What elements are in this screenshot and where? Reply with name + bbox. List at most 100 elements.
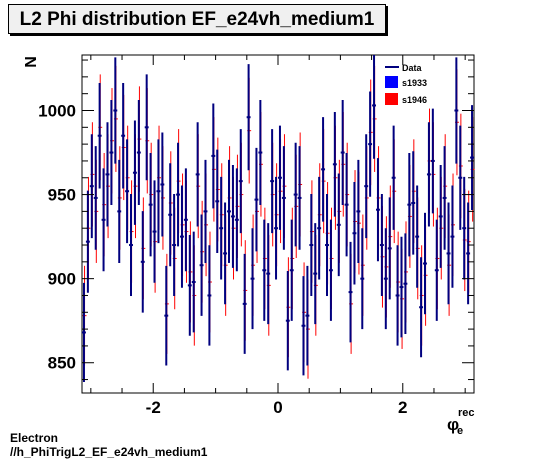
data-point [348, 241, 353, 343]
data-point [372, 55, 376, 159]
data-point [105, 122, 110, 227]
data-point [403, 233, 408, 335]
y-tick-label: 1000 [38, 101, 76, 120]
data-point [258, 100, 263, 206]
data-point [356, 159, 361, 263]
data-point [219, 176, 224, 280]
data-point [274, 176, 278, 280]
data-point [376, 158, 380, 262]
data-point [238, 129, 243, 234]
data-point [168, 163, 173, 267]
legend-label: s1933 [402, 78, 427, 88]
data-point [125, 139, 130, 244]
data-point [383, 228, 388, 330]
x-tick-label: -2 [146, 398, 161, 417]
data-point [470, 105, 474, 211]
data-point [254, 147, 259, 252]
data-point [387, 197, 392, 300]
legend-entry: s1946 [385, 93, 427, 105]
data-point [246, 64, 251, 171]
data-point [144, 74, 149, 181]
data-point [191, 231, 196, 333]
data-point [313, 223, 318, 325]
data-point [132, 120, 137, 225]
data-point [360, 228, 365, 330]
data-point [262, 219, 267, 321]
data-point [336, 173, 341, 277]
data-point [234, 168, 239, 272]
data-point [148, 152, 153, 257]
data-point [438, 164, 443, 268]
data-point [242, 253, 247, 354]
data-point [395, 245, 400, 346]
data-point [89, 134, 94, 239]
data-point [415, 185, 420, 288]
data-point [278, 125, 282, 230]
plot-frame [81, 54, 475, 394]
data-point [426, 122, 431, 227]
data-point [411, 151, 416, 255]
y-tick-label: 850 [48, 354, 76, 373]
data-point [325, 194, 329, 297]
data-point [419, 257, 424, 358]
data-point [317, 176, 322, 280]
legend-box-swatch [385, 76, 398, 88]
data-point [176, 142, 180, 247]
data-point [321, 117, 326, 222]
legend-entry: s1933 [385, 76, 427, 88]
data-point [309, 194, 314, 297]
data-point [172, 194, 177, 297]
data-point [199, 214, 204, 316]
data-point [450, 185, 455, 288]
data-point [368, 91, 373, 197]
data-point [82, 282, 86, 383]
data-point [399, 236, 404, 338]
data-point [442, 146, 447, 250]
y-tick-label: 950 [48, 186, 76, 205]
data-point [227, 159, 231, 263]
data-point [223, 202, 228, 305]
data-point [230, 164, 235, 268]
chart-title: L2 Phi distribution EF_e24vh_medium1 [19, 9, 375, 30]
data-point [270, 129, 275, 234]
data-point [454, 57, 459, 164]
legend-box-swatch [385, 93, 398, 105]
data-point [391, 125, 396, 230]
x-axis-label-main: φ [447, 415, 459, 434]
chart-title-box: L2 Phi distribution EF_e24vh_medium1 [8, 4, 386, 34]
footer-line1: Electron [10, 431, 59, 445]
data-point [364, 134, 369, 239]
y-tick-label: 900 [48, 270, 76, 289]
data-point [301, 276, 306, 376]
data-point [379, 194, 384, 297]
data-point [434, 219, 439, 321]
data-point [250, 228, 255, 330]
data-point [101, 168, 106, 272]
legend-label: Data [402, 63, 423, 73]
data-point [266, 223, 271, 325]
data-point [215, 149, 220, 254]
data-point [344, 152, 349, 257]
data-point [203, 159, 208, 263]
data-point [121, 82, 126, 189]
data-point [297, 146, 302, 250]
data-point [352, 182, 357, 285]
data-point [129, 194, 133, 297]
x-axis-label-sub: e [457, 425, 463, 437]
data-point [164, 265, 169, 366]
x-tick-label: 0 [273, 398, 282, 417]
data-point [305, 265, 310, 366]
data-point [195, 122, 200, 227]
data-point [136, 100, 141, 206]
data-point [293, 142, 298, 247]
data-point [93, 146, 98, 250]
data-point [289, 219, 294, 321]
data-point [423, 212, 427, 315]
x-tick-label: 2 [398, 398, 407, 417]
data-point [152, 180, 157, 283]
data-point [446, 202, 451, 305]
data-point [211, 103, 216, 209]
y-axis-label: N [23, 56, 40, 68]
